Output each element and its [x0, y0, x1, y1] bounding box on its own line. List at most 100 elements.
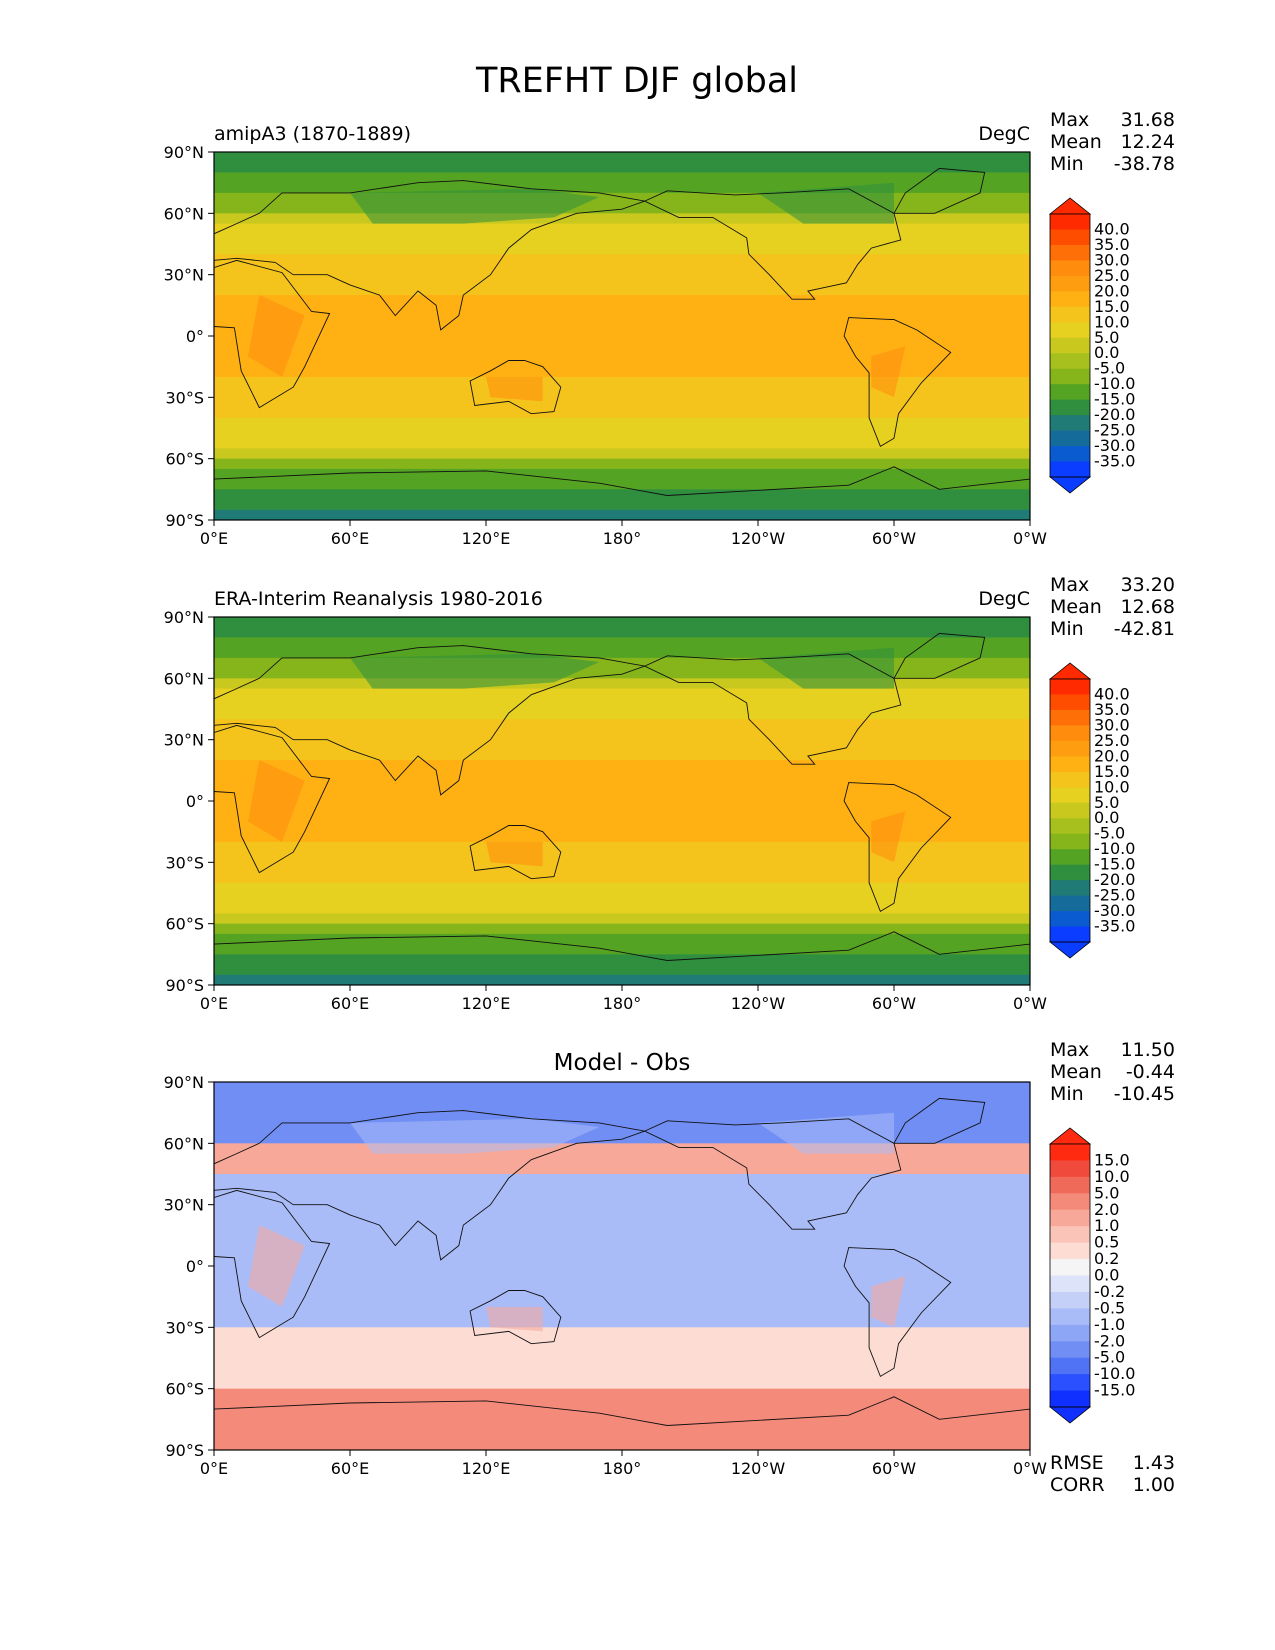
colorbar-label: 0.0 [1094, 1266, 1119, 1285]
lon-tick-label: 120°W [731, 994, 786, 1013]
field-band [214, 831, 1030, 843]
field-band [214, 1358, 1030, 1369]
field-band [214, 458, 1030, 470]
field-band [214, 315, 1030, 327]
field-band [214, 1347, 1030, 1359]
field-patch [758, 647, 894, 689]
field-patch [486, 376, 543, 402]
lon-tick-label: 60°E [331, 994, 369, 1013]
colorbar-frame [1049, 678, 1091, 943]
field-band [214, 182, 1030, 194]
lat-tick-label: 30°S [165, 1318, 204, 1337]
colorbar-label: 2.0 [1094, 1200, 1119, 1219]
field-band [214, 841, 1030, 853]
colorbar-segment [1050, 1357, 1090, 1375]
field-patch [486, 841, 543, 867]
colorbar-segment [1050, 1275, 1090, 1293]
colorbar-label: 10.0 [1094, 777, 1130, 796]
coastline [469, 825, 562, 880]
colorbar-segment [1050, 1209, 1090, 1227]
field-band [214, 811, 1030, 823]
lat-tick-label: 90°S [165, 1441, 204, 1460]
colorbar-segment [1050, 322, 1090, 339]
field-band [214, 617, 1030, 628]
colorbar-segment [1050, 1341, 1090, 1359]
colorbar-segment [1050, 756, 1090, 773]
colorbar-segment [1050, 229, 1090, 246]
field-patch [871, 811, 906, 863]
stat-mean-value: 12.24 [1121, 131, 1175, 153]
field-band [214, 760, 1030, 771]
field-band [214, 1409, 1030, 1420]
coastline [893, 632, 986, 679]
colorbar-segment [1050, 291, 1090, 308]
field-band [214, 479, 1030, 490]
colorbar-label: -30.0 [1094, 436, 1135, 455]
colorbar-label: -10.0 [1094, 374, 1135, 393]
lat-tick-label: 60°S [165, 1380, 204, 1399]
field-band [214, 407, 1030, 419]
field-band [214, 295, 1030, 306]
field-band [214, 1225, 1030, 1236]
field-band [214, 1296, 1030, 1308]
colorbar-segment [1050, 1242, 1090, 1260]
stat-max-value: 11.50 [1121, 1039, 1175, 1061]
stat-max-label: Max [1050, 1039, 1089, 1061]
stat-min-label: Min [1050, 618, 1084, 640]
colorbar-segment [1050, 1160, 1090, 1178]
colorbar-label: -20.0 [1094, 870, 1135, 889]
coastline [214, 466, 1030, 520]
field-patch [758, 1112, 894, 1154]
field-band [214, 974, 1030, 985]
panel-units: DegC [978, 123, 1030, 145]
coastline [643, 653, 902, 765]
field-band [214, 213, 1030, 225]
field-band [214, 1204, 1030, 1216]
colorbar-segment [1050, 1144, 1090, 1161]
colorbar-label: -15.0 [1094, 855, 1135, 874]
colorbar-label: -35.0 [1094, 917, 1135, 936]
field-band [214, 923, 1030, 935]
coastline [214, 1110, 647, 1261]
colorbar-segment [1050, 353, 1090, 370]
stat-min-value: -42.81 [1114, 618, 1175, 640]
stat-mean-label: Mean [1050, 131, 1102, 153]
colorbar-label: 5.0 [1094, 328, 1119, 347]
colorbar-label: -1.0 [1094, 1315, 1125, 1334]
map-area [214, 1082, 1030, 1450]
corr-label: CORR [1050, 1474, 1105, 1496]
field-band [214, 1419, 1030, 1431]
field-band [214, 719, 1030, 731]
colorbar-segment [1050, 1291, 1090, 1309]
field-band [214, 274, 1030, 286]
coastline [893, 1097, 986, 1144]
colorbar-under [1048, 476, 1092, 494]
colorbar: 40.035.030.025.020.015.010.05.00.0-5.0-1… [1048, 662, 1135, 959]
colorbar-segment [1050, 895, 1090, 912]
field-band [214, 499, 1030, 511]
field-band [214, 1398, 1030, 1410]
map-area [214, 617, 1030, 985]
coastline [643, 188, 902, 300]
lat-tick-label: 30°S [165, 388, 204, 407]
field-band [214, 780, 1030, 792]
colorbar-label: 15.0 [1094, 762, 1130, 781]
colorbar: 40.035.030.025.020.015.010.05.00.0-5.0-1… [1048, 197, 1135, 494]
colorbar-segment [1050, 430, 1090, 447]
colorbar-label: 25.0 [1094, 731, 1130, 750]
lat-tick-label: 0° [186, 1257, 204, 1276]
field-band [214, 233, 1030, 245]
field-band [214, 801, 1030, 812]
lat-tick-label: 60°N [164, 669, 204, 688]
colorbar-segment [1050, 399, 1090, 416]
colorbar-label: 40.0 [1094, 684, 1130, 703]
field-band [214, 657, 1030, 669]
colorbar-label: -0.5 [1094, 1298, 1125, 1317]
colorbar: 15.010.05.02.01.00.50.20.0-0.2-0.5-1.0-2… [1048, 1127, 1135, 1424]
field-band [214, 668, 1030, 679]
lon-tick-label: 180° [603, 1459, 642, 1478]
lat-tick-label: 90°S [165, 976, 204, 995]
stat-max-label: Max [1050, 574, 1089, 596]
lon-tick-label: 120°E [462, 1459, 511, 1478]
field-band [214, 162, 1030, 174]
